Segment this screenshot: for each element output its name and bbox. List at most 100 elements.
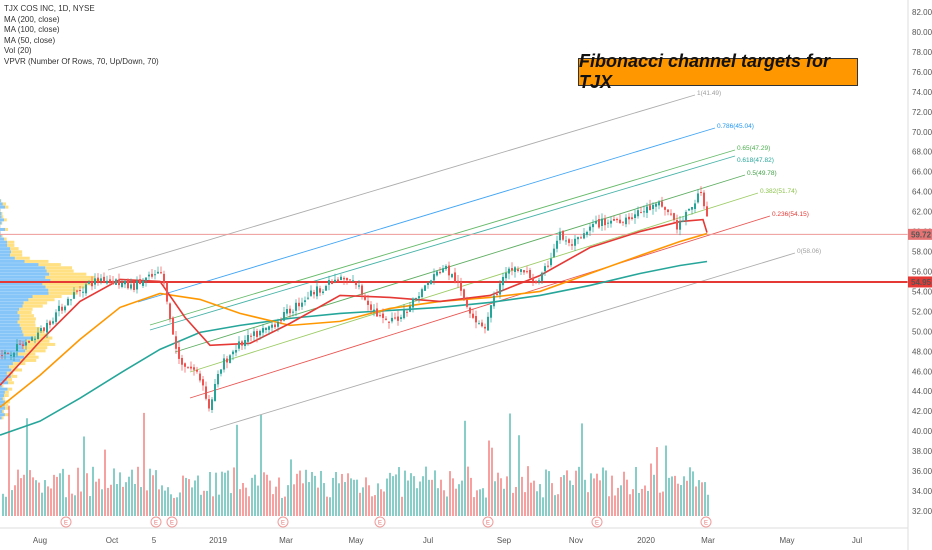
volume-bar	[35, 480, 37, 516]
volume-bar	[311, 471, 313, 516]
vpvr-up-bar	[0, 279, 51, 283]
vpvr-down-bar	[19, 314, 34, 318]
candle-body	[46, 322, 48, 333]
candle-body	[22, 344, 24, 347]
volume-bar	[26, 418, 28, 516]
candle-body	[232, 351, 234, 355]
time-tick-label: 2019	[209, 536, 227, 545]
volume-bar	[146, 490, 148, 516]
candle-body	[79, 289, 81, 292]
volume-bar	[503, 488, 505, 516]
volume-bar	[623, 471, 625, 516]
volume-bar	[701, 482, 703, 516]
candle-body	[427, 282, 429, 286]
candle-body	[223, 358, 225, 370]
volume-bar	[395, 474, 397, 516]
candle-body	[274, 324, 276, 328]
volume-bar	[281, 497, 283, 516]
volume-bar	[611, 475, 613, 516]
volume-bar	[245, 487, 247, 516]
candle-body	[295, 302, 297, 311]
price-tick-label: 34.00	[912, 487, 932, 496]
candle-body	[202, 379, 204, 386]
candle-body	[94, 278, 96, 285]
volume-bar	[137, 466, 139, 516]
candle-body	[163, 273, 165, 284]
candle-body	[643, 211, 645, 213]
volume-bar	[293, 484, 295, 516]
candle-body	[625, 217, 627, 225]
candle-body	[52, 321, 54, 324]
volume-bar	[227, 470, 229, 516]
volume-bar	[428, 479, 430, 516]
candlesticks	[1, 186, 708, 413]
candle-body	[610, 220, 612, 224]
volume-bar	[131, 469, 133, 516]
candle-body	[616, 218, 618, 221]
ma-line	[0, 232, 708, 408]
volume-bar	[479, 489, 481, 516]
candle-body	[439, 271, 441, 274]
candle-body	[1, 355, 3, 357]
candle-body	[478, 323, 480, 325]
candle-body	[289, 308, 291, 314]
volume-bar	[608, 496, 610, 516]
volume-bar	[218, 494, 220, 516]
volume-bar	[263, 472, 265, 516]
vpvr-down-bar	[17, 310, 32, 314]
price-tick-label: 40.00	[912, 427, 932, 436]
candle-body	[298, 302, 300, 307]
volume-bar	[506, 476, 508, 516]
volume-bar	[236, 424, 238, 516]
candle-body	[685, 211, 687, 221]
candle-body	[433, 274, 435, 281]
volume-bar	[62, 468, 64, 516]
candle-body	[334, 279, 336, 283]
candle-body	[496, 293, 498, 295]
time-tick-label: Oct	[106, 536, 119, 545]
candle-body	[262, 328, 264, 333]
candle-body	[229, 355, 231, 363]
candle-body	[313, 292, 315, 295]
fibonacci-channel: 1(41.49) 0.786(45.04) 0.65(47.29) 0.618(47.…	[107, 90, 821, 431]
volume-bar	[584, 479, 586, 516]
candle-body	[151, 273, 153, 277]
candle-body	[595, 220, 597, 224]
volume-bar	[206, 490, 208, 516]
volume-bar	[239, 489, 241, 516]
vpvr-up-bar	[0, 272, 50, 276]
annotation-title-box: Fibonacci channel targets for TJX	[578, 51, 858, 92]
candle-body	[34, 338, 36, 340]
candle-body	[631, 217, 633, 219]
volume-bar	[494, 481, 496, 516]
candle-body	[436, 271, 438, 276]
legend-ma50: MA (50, close)	[4, 35, 56, 45]
volume-bar	[680, 485, 682, 516]
price-tick-label: 64.00	[912, 188, 932, 197]
vpvr-up-bar	[0, 314, 20, 318]
vpvr-down-bar	[4, 413, 9, 417]
volume-bar	[194, 480, 196, 516]
candle-body	[562, 231, 564, 240]
volume-bar	[641, 488, 643, 516]
volume-bar	[278, 477, 280, 516]
time-tick-label: Mar	[701, 536, 715, 545]
vpvr-down-bar	[24, 355, 39, 359]
volume-bar	[452, 478, 454, 516]
vpvr-down-bar	[10, 374, 18, 378]
candle-body	[457, 280, 459, 283]
vpvr-up-bar	[0, 288, 49, 292]
volume-bar	[290, 459, 292, 516]
volume-bar	[197, 475, 199, 516]
volume-bar	[5, 496, 7, 516]
volume-bar	[446, 496, 448, 516]
volume-bar	[551, 483, 553, 516]
candle-body	[265, 327, 267, 330]
volume-bar	[272, 494, 274, 516]
candle-body	[556, 240, 558, 249]
vpvr-down-bar	[20, 358, 37, 362]
volume-bar	[413, 476, 415, 516]
candle-body	[376, 308, 378, 317]
volume-bar	[698, 480, 700, 516]
